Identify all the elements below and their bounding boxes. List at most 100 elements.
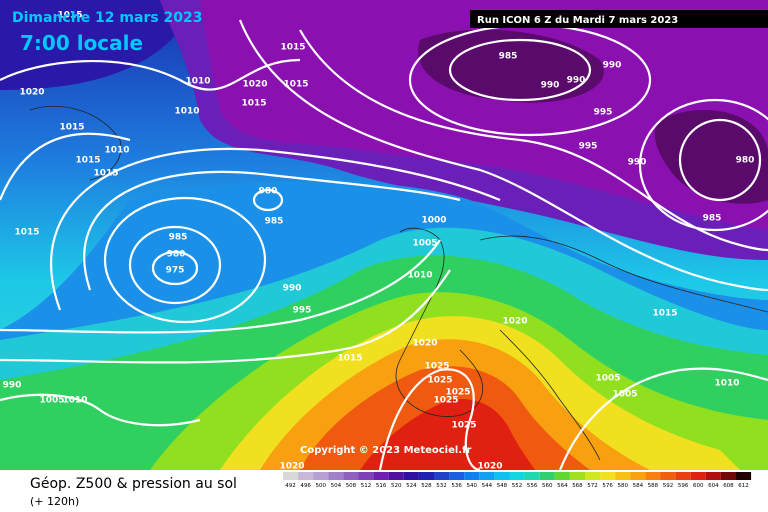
scale-label: 548 [497, 483, 508, 489]
isobar-label: 995 [594, 108, 613, 118]
isobar-label: 1025 [445, 388, 470, 398]
isobar-label: 1010 [407, 271, 432, 281]
scale-swatch [479, 472, 495, 480]
isobar-label: 985 [499, 52, 518, 62]
isobar-label: 1015 [241, 99, 266, 109]
isobar-label: 990 [541, 81, 560, 91]
scale-swatch [403, 472, 419, 480]
scale-label: 536 [451, 483, 462, 489]
isobar-label: 985 [703, 214, 722, 224]
scale-swatch [373, 472, 389, 480]
isobar-label: 1010 [104, 146, 129, 156]
isobar-label: 980 [736, 156, 755, 166]
scale-label: 588 [648, 483, 659, 489]
isobar-label: 1025 [451, 421, 476, 431]
footer-title: Géop. Z500 & pression au sol [30, 476, 237, 492]
scale-swatch [283, 472, 299, 480]
date-label: Dimanche 12 mars 2023 [12, 10, 203, 26]
scale-label: 600 [693, 483, 704, 489]
isobar-label: 1010 [174, 107, 199, 117]
scale-label: 592 [663, 483, 674, 489]
scale-swatch [298, 472, 314, 480]
isobar-label: 1015 [93, 169, 118, 179]
scale-swatch [705, 472, 721, 480]
isobar-label: 1025 [427, 376, 452, 386]
isobar-label: 1025 [424, 362, 449, 372]
isobar-label: 1025 [433, 396, 458, 406]
scale-label: 560 [542, 483, 553, 489]
scale-swatch [388, 472, 404, 480]
scale-label: 608 [723, 483, 734, 489]
scale-label: 512 [361, 483, 372, 489]
scale-swatch [720, 472, 736, 480]
scale-label: 508 [346, 483, 357, 489]
isobar-label: 1010 [185, 77, 210, 87]
scale-label: 496 [300, 483, 311, 489]
scale-label: 564 [557, 483, 568, 489]
scale-swatch [418, 472, 434, 480]
isobar-label: 1000 [421, 216, 446, 226]
scale-swatch [554, 472, 570, 480]
scale-swatch [600, 472, 616, 480]
scale-label: 532 [436, 483, 447, 489]
scale-swatch [690, 472, 706, 480]
isobar-label: 1010 [62, 396, 87, 406]
run-label: Run ICON 6 Z du Mardi 7 mars 2023 [477, 15, 678, 26]
scale-swatch [449, 472, 465, 480]
isobar-label: 1020 [412, 339, 437, 349]
scale-label: 528 [421, 483, 432, 489]
scale-swatch [736, 472, 752, 480]
isobar-label: 995 [579, 142, 598, 152]
isobar-label: 1020 [502, 317, 527, 327]
isobar-label: 1015 [337, 354, 362, 364]
isobar-label: 1015 [283, 80, 308, 90]
isobar-label: 1015 [280, 43, 305, 53]
scale-label: 516 [376, 483, 387, 489]
scale-swatch [615, 472, 631, 480]
isobar-label: 985 [169, 233, 188, 243]
isobar-labels: 985 990 990 990 995 995 990 980 985 980 985 985 980 9… [3, 11, 755, 472]
scale-label: 604 [708, 483, 719, 489]
scale-label: 500 [316, 483, 327, 489]
isobar-label: 1015 [75, 156, 100, 166]
isobar-label: 985 [265, 217, 284, 227]
scale-swatch [569, 472, 585, 480]
isobar-label: 1010 [714, 379, 739, 389]
field [0, 0, 768, 470]
coastlines [29, 105, 768, 461]
isobar-label: 995 [293, 306, 312, 316]
isobar-label: 1005 [612, 390, 637, 400]
isobars [0, 19, 768, 472]
scale-swatch [509, 472, 525, 480]
footer-lead: (+ 120h) [30, 495, 79, 508]
isobar-label: 990 [567, 76, 586, 86]
scale-label: 552 [512, 483, 523, 489]
scale-swatch [464, 472, 480, 480]
isobar-label: 1020 [242, 80, 267, 90]
time-label: 7:00 locale [20, 31, 143, 55]
scale-swatch [328, 472, 344, 480]
scale-swatch [313, 472, 329, 480]
isobar-label: 975 [166, 266, 185, 276]
scale-label: 544 [482, 483, 493, 489]
isobar-label: 990 [603, 61, 622, 71]
isobar-label: 990 [3, 381, 22, 391]
scale-swatch [539, 472, 555, 480]
scale-label: 492 [285, 483, 296, 489]
scale-swatch [434, 472, 450, 480]
isobar-label: 990 [628, 158, 647, 168]
isobar-label: 990 [283, 284, 302, 294]
scale-swatch [524, 472, 540, 480]
color-scale: 492 496 500 504 508 512 516 520 524 528 532 536 540 5… [283, 472, 752, 489]
scale-label: 612 [738, 483, 749, 489]
isobar-label: 1005 [595, 374, 620, 384]
scale-swatch [494, 472, 510, 480]
scale-label: 576 [602, 483, 613, 489]
scale-label: 540 [467, 483, 478, 489]
scale-label: 572 [587, 483, 598, 489]
scale-label: 524 [406, 483, 417, 489]
scale-swatch [585, 472, 601, 480]
scale-label: 596 [678, 483, 689, 489]
scale-label: 580 [618, 483, 629, 489]
